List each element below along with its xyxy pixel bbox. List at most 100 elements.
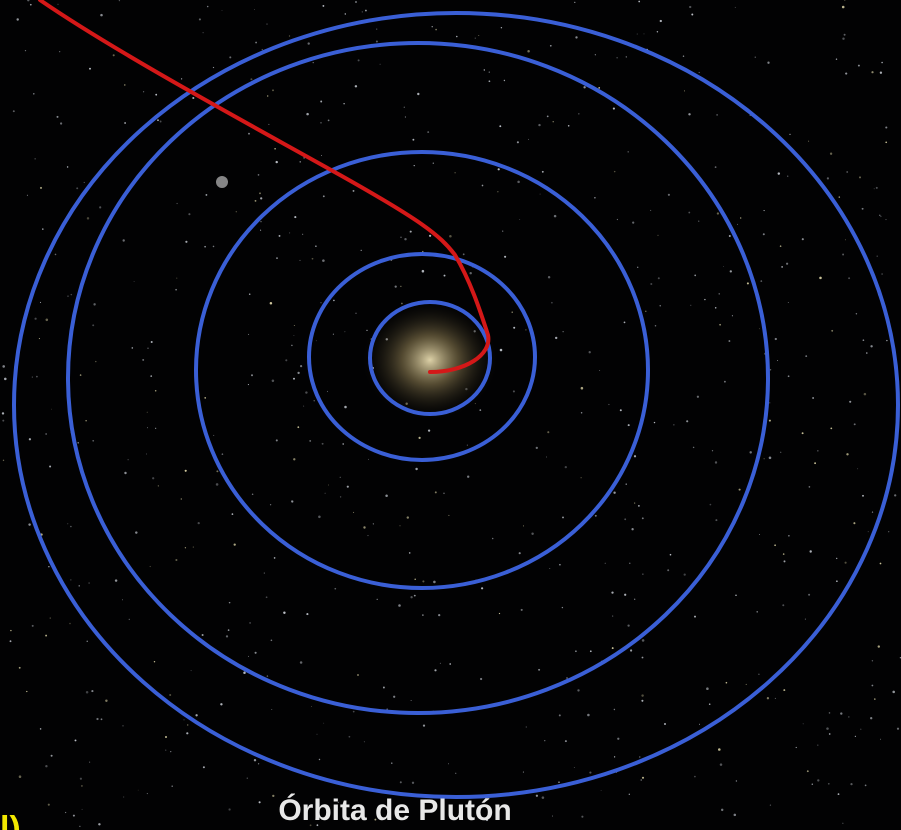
star (795, 746, 797, 749)
star (714, 307, 717, 309)
star (559, 563, 561, 566)
star (254, 199, 257, 202)
star (299, 259, 301, 261)
star (737, 223, 739, 225)
star (488, 80, 491, 83)
star (613, 170, 616, 173)
star (538, 668, 541, 671)
star (235, 211, 237, 213)
star (876, 255, 878, 257)
star (16, 18, 19, 21)
star (360, 249, 362, 252)
star (176, 277, 178, 279)
star (740, 217, 742, 219)
star (98, 823, 101, 826)
star (611, 647, 614, 650)
caption: Órbita de Plutón (278, 793, 511, 827)
star (690, 304, 692, 306)
star (321, 155, 322, 156)
star (135, 531, 138, 534)
star (77, 442, 79, 444)
star (549, 44, 552, 47)
star (767, 61, 770, 64)
star (352, 710, 355, 713)
star (754, 56, 757, 58)
star (212, 66, 215, 69)
star (625, 483, 627, 485)
star (454, 172, 456, 174)
star (664, 723, 666, 725)
star (34, 158, 36, 160)
star (57, 3, 59, 5)
star (100, 718, 103, 721)
star (735, 594, 737, 596)
star (202, 32, 204, 34)
star (659, 305, 661, 307)
star (758, 328, 760, 330)
star (871, 684, 874, 687)
star (718, 748, 721, 751)
star (293, 325, 295, 327)
star (183, 719, 185, 721)
star (343, 103, 345, 105)
star (696, 395, 700, 398)
star (716, 114, 718, 116)
star (122, 239, 125, 242)
star (379, 63, 381, 65)
star (79, 777, 82, 780)
star (344, 331, 346, 333)
star (835, 58, 838, 60)
star (758, 673, 760, 676)
star (466, 444, 468, 446)
star (859, 176, 861, 179)
star (826, 727, 829, 730)
star (763, 458, 765, 460)
star (248, 132, 250, 135)
star (787, 302, 789, 304)
star (632, 221, 635, 224)
star (96, 717, 99, 721)
star (398, 604, 401, 607)
star (69, 622, 71, 625)
star (229, 56, 232, 59)
star (885, 219, 887, 221)
star (531, 532, 534, 536)
star (728, 234, 731, 238)
star (686, 420, 689, 423)
star (147, 427, 149, 429)
star (763, 210, 765, 212)
star (857, 64, 860, 67)
star (481, 184, 484, 187)
star (474, 37, 476, 39)
star (842, 253, 845, 256)
star (228, 601, 231, 604)
star (573, 766, 575, 768)
star (830, 427, 833, 430)
star (112, 54, 115, 57)
star (418, 436, 421, 440)
star (768, 456, 772, 460)
star (634, 502, 636, 504)
star (688, 113, 691, 116)
star (656, 31, 659, 33)
star (318, 758, 321, 761)
star (45, 765, 48, 768)
corner-label: l) (0, 810, 21, 830)
star (47, 803, 50, 806)
star (422, 614, 424, 616)
star (421, 269, 425, 273)
star (270, 639, 273, 642)
star (819, 276, 822, 280)
star (594, 196, 596, 199)
star (580, 386, 584, 390)
star (599, 369, 601, 372)
star (261, 48, 263, 51)
star (641, 639, 645, 642)
star (801, 238, 804, 241)
star (142, 91, 145, 93)
star (650, 282, 653, 286)
star (840, 712, 843, 715)
star (435, 28, 437, 31)
star (146, 411, 148, 413)
star (228, 808, 231, 811)
